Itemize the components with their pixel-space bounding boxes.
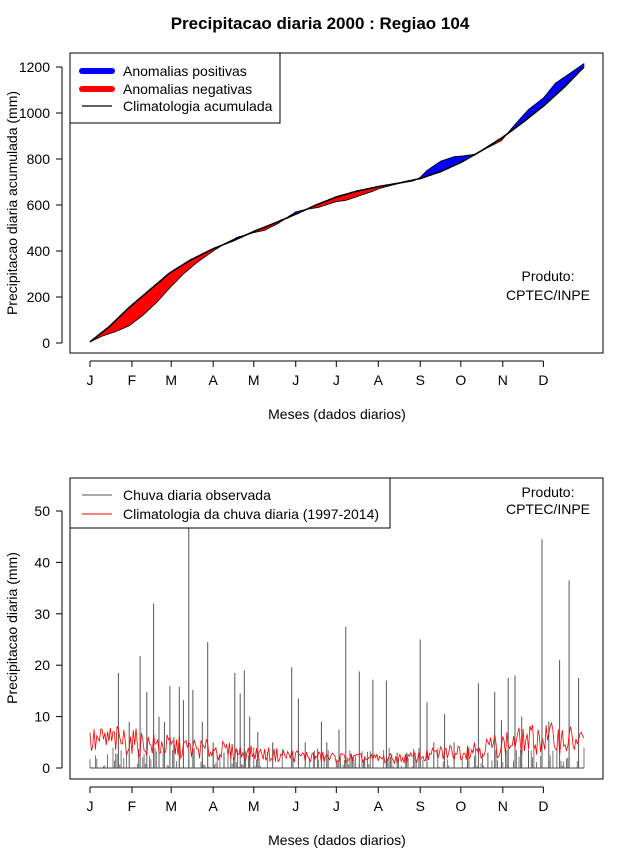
x-tick-label: J	[87, 372, 94, 388]
x-tick-label: F	[128, 372, 137, 388]
product-label: Produto:	[522, 268, 575, 284]
x-tick-label: M	[165, 798, 177, 814]
x-tick-label: A	[208, 372, 218, 388]
y-tick-label: 600	[27, 197, 51, 213]
chart-title: Precipitacao diaria 2000 : Regiao 104	[170, 14, 470, 33]
y-tick-label: 0	[42, 335, 50, 351]
legend-label: Anomalias positivas	[123, 63, 247, 79]
x-tick-label: S	[416, 372, 425, 388]
x-tick-label: O	[455, 798, 466, 814]
x-tick-label: A	[374, 798, 384, 814]
x-tick-label: J	[333, 798, 340, 814]
x-tick-label: N	[498, 798, 508, 814]
x-tick-label: J	[87, 798, 94, 814]
legend-label: Anomalias negativas	[123, 81, 252, 97]
x-tick-label: D	[538, 372, 548, 388]
legend-box-bottom	[69, 477, 391, 529]
x-tick-label: A	[208, 798, 218, 814]
x-tick-label: M	[248, 798, 260, 814]
climatology-accumulated-line	[89, 66, 585, 343]
x-axis-label: Meses (dados diarios)	[268, 406, 406, 422]
x-tick-label: A	[374, 372, 384, 388]
x-tick-label: J	[292, 372, 299, 388]
x-tick-label: J	[333, 372, 340, 388]
product-source: CPTEC/INPE	[506, 501, 590, 517]
y-tick-label: 200	[27, 289, 51, 305]
y-tick-label: 800	[27, 151, 51, 167]
y-tick-label: 1200	[19, 59, 50, 75]
y-tick-label: 20	[34, 657, 50, 673]
x-tick-label: F	[128, 798, 137, 814]
y-tick-label: 400	[27, 243, 51, 259]
legend-label: Climatologia da chuva diaria (1997-2014)	[123, 506, 379, 522]
plot-frame-top	[69, 52, 604, 354]
x-tick-label: M	[248, 372, 260, 388]
x-axis-label: Meses (dados diarios)	[268, 832, 406, 848]
y-tick-label: 50	[34, 503, 50, 519]
y-axis-label: Precipitacao diaria (mm)	[4, 552, 20, 704]
y-tick-label: 30	[34, 606, 50, 622]
climatology-daily-line	[89, 722, 585, 765]
y-tick-label: 10	[34, 709, 50, 725]
x-tick-label: J	[292, 798, 299, 814]
x-tick-label: N	[498, 372, 508, 388]
x-tick-label: D	[538, 798, 548, 814]
legend-label: Chuva diaria observada	[123, 487, 271, 503]
y-tick-label: 1000	[19, 105, 50, 121]
y-tick-label: 0	[42, 760, 50, 776]
y-tick-label: 40	[34, 554, 50, 570]
x-tick-label: M	[165, 372, 177, 388]
product-label: Produto:	[522, 484, 575, 500]
x-tick-label: O	[455, 372, 466, 388]
observed-accumulated-line	[89, 63, 585, 343]
product-source: CPTEC/INPE	[506, 287, 590, 303]
x-tick-label: S	[416, 798, 425, 814]
y-axis-label: Precipitacao diaria acumulada (mm)	[4, 91, 20, 315]
legend-label: Climatologia acumulada	[123, 98, 273, 114]
